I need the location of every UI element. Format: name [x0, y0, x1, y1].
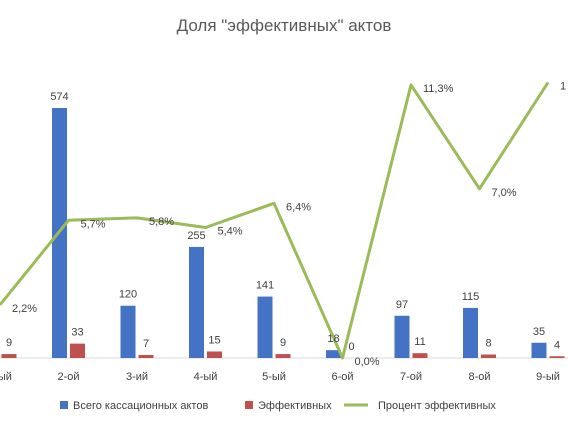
- legend-swatch-1: [60, 401, 68, 409]
- label-percent-5: 6,4%: [286, 201, 311, 213]
- label-effective-6: 0: [348, 341, 354, 353]
- x-tick-2: 2-ой: [57, 371, 79, 383]
- bars-layer: [1, 108, 565, 358]
- label-effective-8: 8: [485, 338, 491, 350]
- label-percent-9: 1: [560, 81, 566, 93]
- labels-layer: 69574331207255151419180971111583542,2%5,…: [6, 81, 566, 369]
- label-total-7: 97: [396, 299, 408, 311]
- bar-effective-1: [1, 354, 17, 358]
- bar-effective-7: [412, 353, 428, 358]
- x-tick-5: 5-ый: [262, 371, 286, 383]
- label-total-8: 115: [462, 291, 480, 303]
- label-effective-2: 33: [71, 327, 83, 339]
- legend-label-2: Эффективных: [258, 400, 332, 412]
- bar-total-9: [531, 342, 547, 358]
- bar-total-5: [257, 296, 273, 358]
- label-percent-3: 5,8%: [149, 216, 174, 228]
- chart-title: Доля "эффективных" актов: [177, 16, 392, 35]
- bar-effective-3: [138, 354, 154, 358]
- legend-swatch-2: [245, 401, 253, 409]
- x-tick-6: 6-ой: [331, 371, 353, 383]
- bar-total-4: [189, 246, 204, 358]
- x-tick-1: 1-ый: [0, 371, 12, 383]
- bar-total-8: [463, 307, 478, 358]
- x-tick-layer: 1-ый 2-ой 3-ий 4-ый 5-ый 6-ой 7-ой 8-ой 9-ый: [0, 371, 560, 383]
- label-effective-9: 4: [554, 339, 560, 351]
- label-effective-1: 9: [6, 337, 12, 349]
- legend-label-3: Процент эффективных: [378, 400, 496, 412]
- label-percent-4: 5,4%: [218, 226, 243, 238]
- legend: Всего кассационных актов Эффективных Проце…: [60, 400, 496, 412]
- x-tick-8: 8-ой: [468, 371, 490, 383]
- bar-effective-9: [549, 356, 565, 358]
- label-effective-7: 11: [414, 336, 425, 348]
- x-tick-7: 7-ой: [400, 371, 422, 383]
- bar-effective-8: [481, 354, 496, 358]
- label-effective-4: 15: [208, 334, 220, 346]
- bar-effective-5: [275, 354, 291, 358]
- label-effective-5: 9: [280, 337, 286, 349]
- label-percent-8: 7,0%: [492, 187, 517, 199]
- label-total-3: 120: [119, 289, 137, 301]
- label-total-5: 141: [256, 280, 274, 292]
- bar-effective-2: [70, 343, 85, 358]
- label-percent-7: 11,3%: [423, 83, 454, 95]
- label-percent-1: 2,2%: [12, 303, 37, 315]
- label-total-2: 574: [50, 91, 68, 103]
- x-tick-3: 3-ий: [126, 371, 148, 383]
- bar-effective-4: [207, 351, 222, 358]
- bar-total-3: [120, 305, 136, 358]
- label-total-6: 18: [327, 333, 339, 345]
- label-total-9: 35: [533, 326, 545, 338]
- line-layer: [0, 81, 550, 360]
- x-tick-9: 9-ый: [536, 371, 560, 383]
- x-tick-4: 4-ый: [194, 371, 218, 383]
- bar-total-6: [326, 350, 341, 358]
- legend-label-1: Всего кассационных актов: [73, 400, 208, 412]
- label-effective-3: 7: [143, 338, 149, 350]
- bar-total-7: [394, 315, 410, 358]
- label-total-4: 255: [187, 230, 205, 242]
- label-percent-6: 0,0%: [355, 356, 380, 368]
- label-percent-2: 5,7%: [81, 218, 106, 230]
